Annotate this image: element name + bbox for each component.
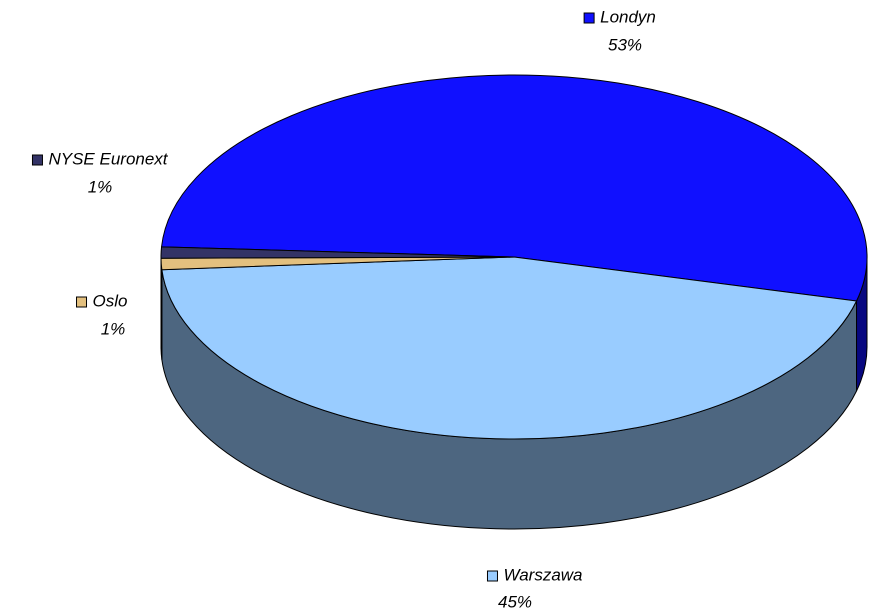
slice-value-label: 53%	[608, 35, 642, 54]
slice	[160, 246, 515, 259]
slice-label: Londyn	[600, 7, 656, 26]
legend-swatch	[486, 570, 498, 582]
slice-label: Oslo	[93, 291, 128, 310]
slice-value-label: 1%	[101, 319, 126, 338]
slice	[161, 256, 858, 440]
slice	[160, 74, 868, 302]
slice-label: NYSE Euronext	[48, 149, 168, 168]
slice-value-label: 1%	[88, 177, 113, 196]
legend-swatch	[31, 154, 43, 166]
legend-swatch	[76, 296, 88, 308]
slice-value-label: 45%	[498, 592, 532, 611]
legend-swatch	[583, 12, 595, 24]
slice-label: Warszawa	[503, 565, 582, 584]
